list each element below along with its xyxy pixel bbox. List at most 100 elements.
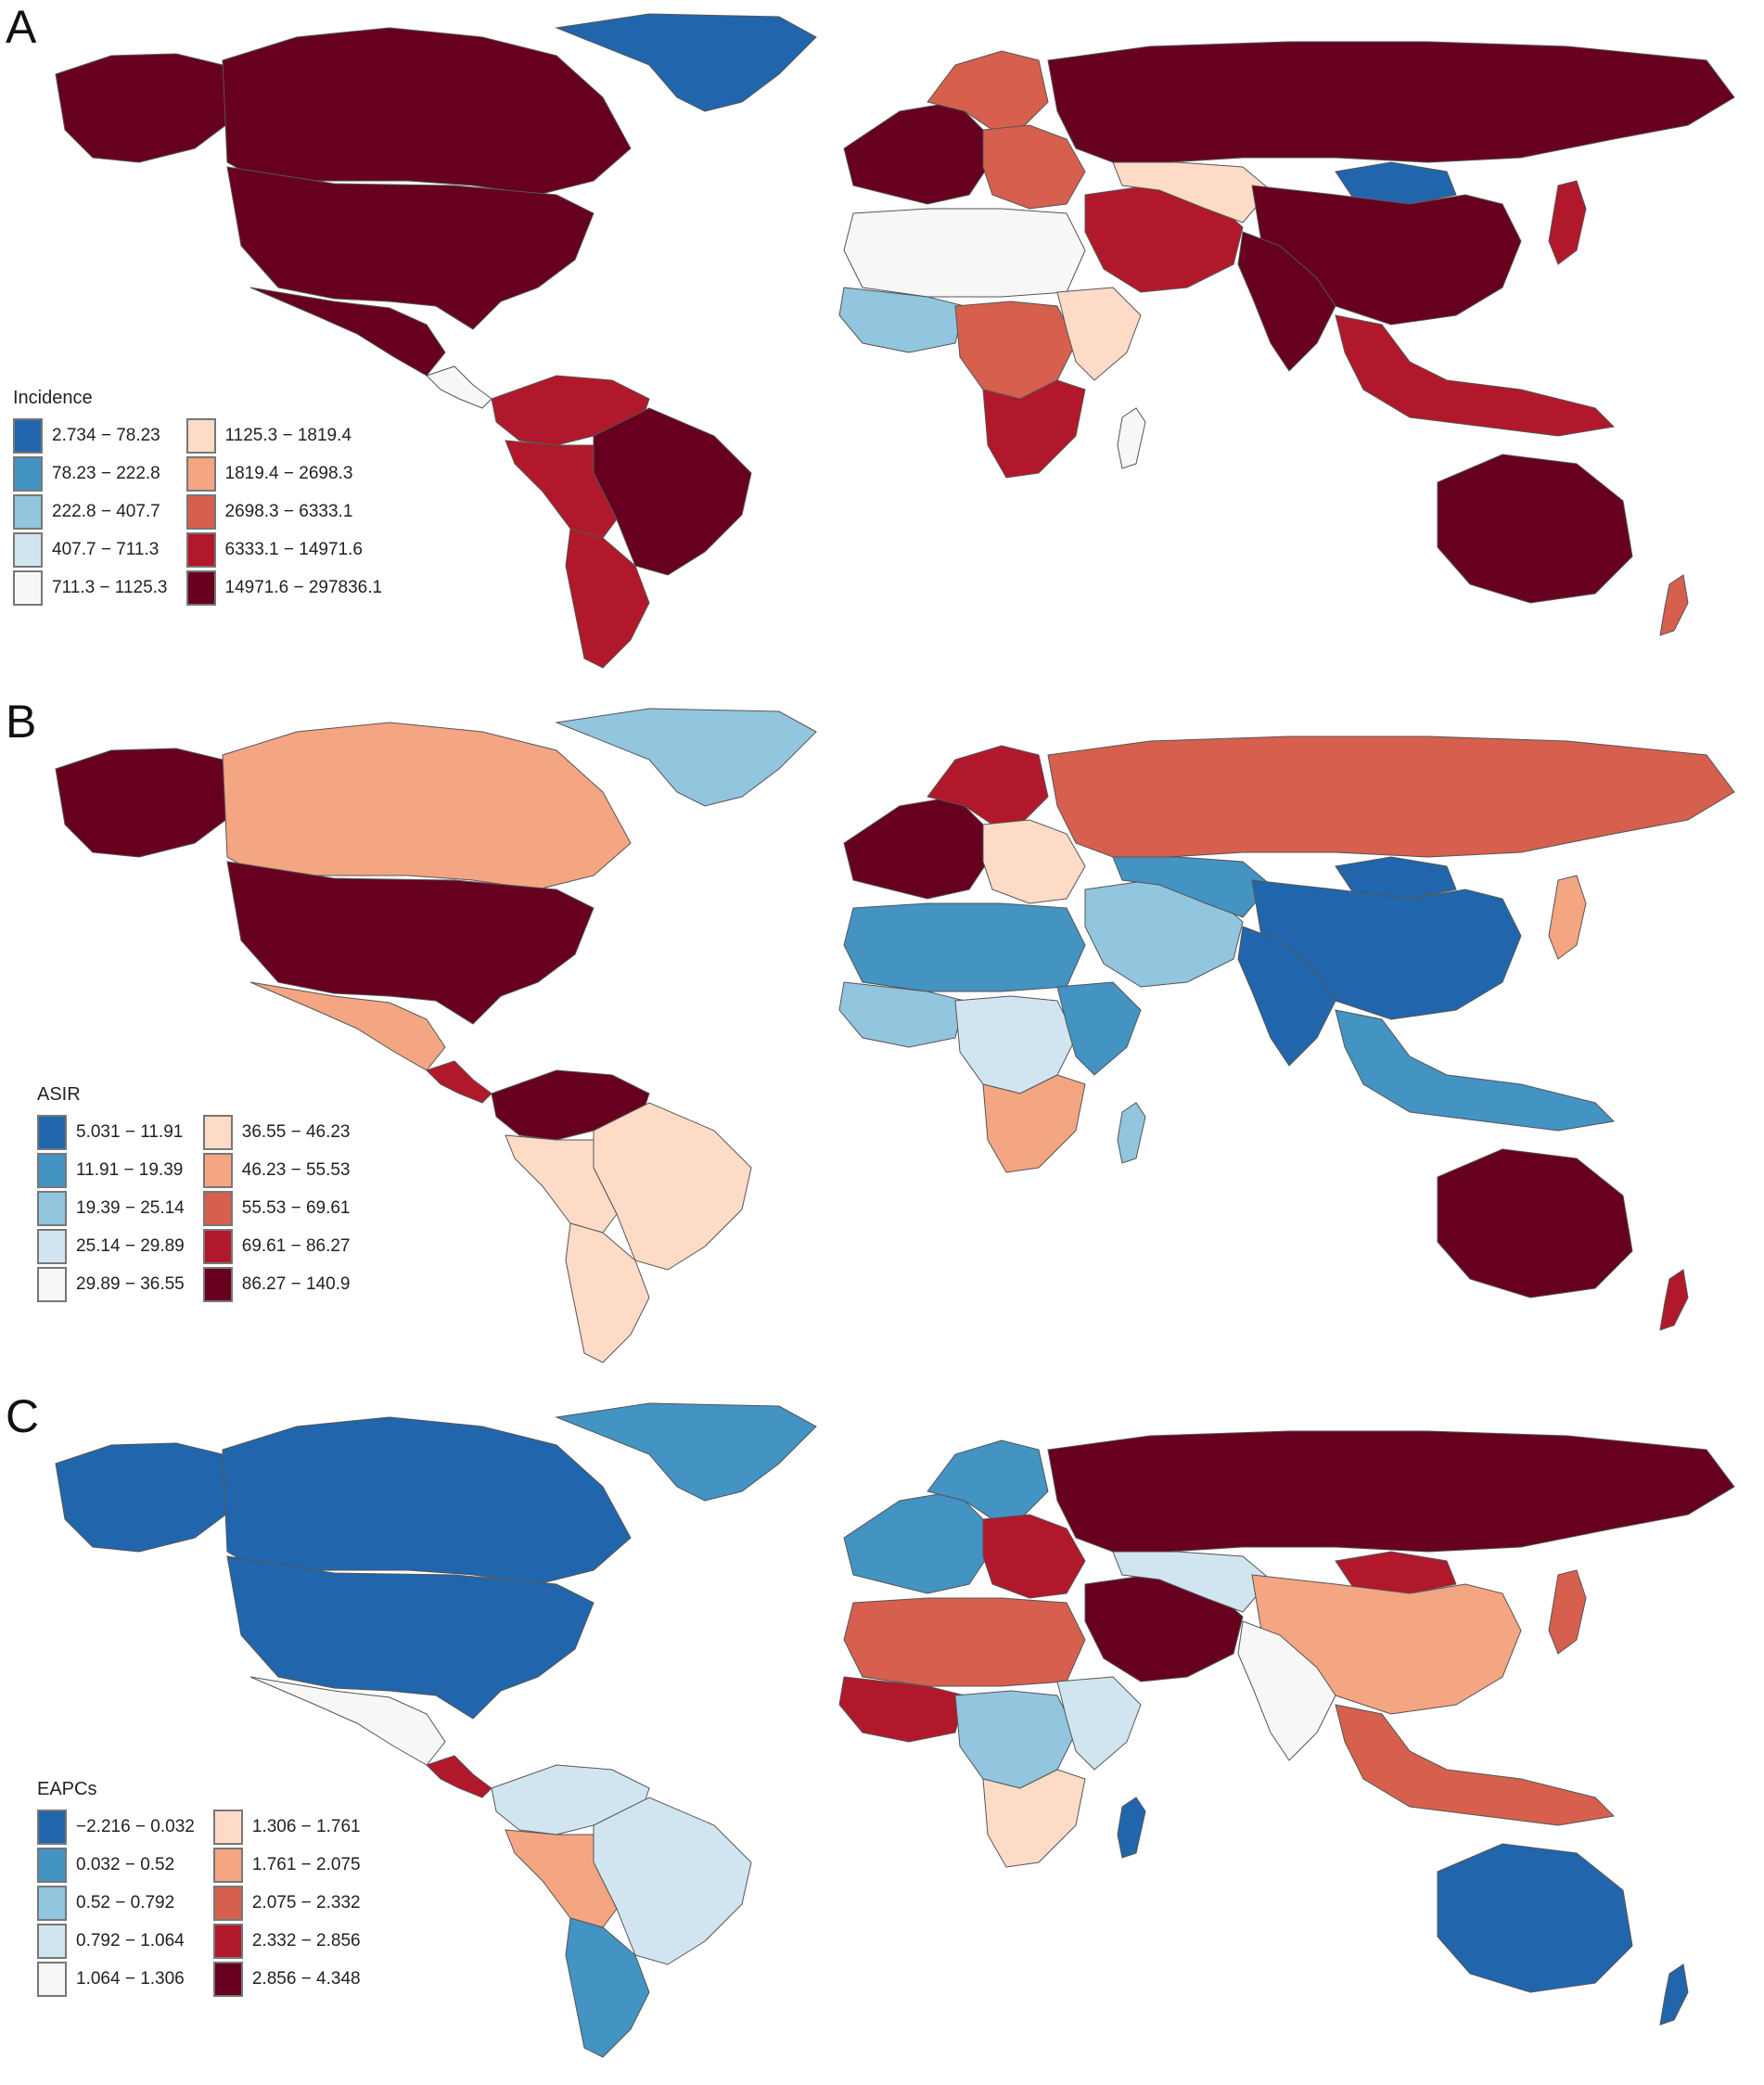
legend-entry: 1125.3 − 1819.4 bbox=[185, 416, 383, 454]
legend-entry: 1.306 − 1.761 bbox=[212, 1808, 361, 1846]
legend-column: −2.216 − 0.032 0.032 − 0.52 0.52 − 0.792 0.… bbox=[37, 1808, 195, 1998]
legend-swatch bbox=[212, 1847, 243, 1883]
region-madagascar bbox=[1117, 1797, 1146, 1859]
legend-entry: 29.89 − 36.55 bbox=[37, 1265, 185, 1303]
legend-range-label: 5.031 − 11.91 bbox=[76, 1121, 184, 1142]
legend-swatch bbox=[212, 1809, 243, 1845]
region-australia bbox=[1437, 1148, 1633, 1298]
legend-range-label: 2.332 − 2.856 bbox=[251, 1930, 361, 1951]
legend-title: EAPCs bbox=[37, 1779, 97, 1799]
legend-swatch bbox=[185, 455, 216, 492]
region-canada bbox=[222, 27, 632, 196]
legend-swatch bbox=[185, 531, 216, 568]
legend-range-label: 86.27 − 140.9 bbox=[241, 1273, 351, 1294]
legend-swatch bbox=[202, 1228, 233, 1264]
legend-range-label: 1.761 − 2.075 bbox=[251, 1854, 361, 1874]
region-southeast-asia bbox=[1335, 1704, 1616, 1826]
legend-range-label: 14971.6 − 297836.1 bbox=[224, 577, 383, 597]
legend-range-label: 11.91 − 19.39 bbox=[76, 1159, 184, 1180]
legend-range-label: 25.14 − 29.89 bbox=[76, 1235, 185, 1256]
legend-range-label: 407.7 − 711.3 bbox=[52, 539, 160, 559]
region-scandinavia bbox=[927, 745, 1049, 825]
region-alaska bbox=[55, 53, 233, 163]
region-india bbox=[1237, 926, 1336, 1067]
legend-swatch bbox=[202, 1266, 233, 1302]
region-eastern-europe bbox=[982, 124, 1086, 210]
region-madagascar bbox=[1117, 407, 1146, 469]
legend-range-label: 78.23 − 222.8 bbox=[52, 463, 160, 483]
region-west-africa bbox=[838, 1676, 965, 1743]
legend-column: 1125.3 − 1819.4 1819.4 − 2698.3 2698.3 − 6… bbox=[185, 416, 383, 607]
legend-swatch bbox=[185, 569, 216, 606]
legend-swatch bbox=[13, 569, 43, 606]
legend-range-label: 46.23 − 55.53 bbox=[241, 1159, 351, 1180]
legend-entry: 6333.1 − 14971.6 bbox=[185, 531, 383, 569]
panel-eapcs: C EAPCs −2.216 − 0.032 0.032 − 0.52 0.52 −… bbox=[0, 1389, 1764, 2084]
legend-entry: 711.3 − 1125.3 bbox=[13, 569, 168, 607]
legend-entry: 46.23 − 55.53 bbox=[202, 1151, 351, 1189]
region-east-africa bbox=[1056, 1676, 1142, 1771]
region-central-america bbox=[426, 1060, 492, 1104]
legend-column: 1.306 − 1.761 1.761 − 2.075 2.075 − 2.332 2… bbox=[212, 1808, 361, 1998]
legend-swatch bbox=[202, 1114, 233, 1150]
legend-swatch bbox=[37, 1228, 67, 1264]
region-greenland bbox=[555, 708, 817, 807]
region-alaska bbox=[55, 1442, 233, 1553]
legend-entry: 11.91 − 19.39 bbox=[37, 1151, 185, 1189]
eapcs-map bbox=[55, 1402, 1735, 2058]
panel-letter: B bbox=[6, 696, 37, 748]
region-southern-africa bbox=[982, 1074, 1086, 1173]
region-central-america bbox=[426, 365, 492, 409]
region-alaska bbox=[55, 748, 233, 858]
legend-swatch bbox=[37, 1114, 67, 1150]
legend-entry: 407.7 − 711.3 bbox=[13, 531, 168, 569]
region-india bbox=[1237, 1620, 1336, 1761]
legend-entry: 0.792 − 1.064 bbox=[37, 1922, 195, 1960]
legend-range-label: 1125.3 − 1819.4 bbox=[224, 425, 352, 445]
legend-entry: 25.14 − 29.89 bbox=[37, 1227, 185, 1265]
legend-range-label: 6333.1 − 14971.6 bbox=[224, 539, 363, 559]
legend-range-label: −2.216 − 0.032 bbox=[76, 1816, 195, 1836]
region-russia bbox=[1047, 41, 1735, 163]
incidence-legend: Incidence 2.734 − 78.23 78.23 − 222.8 222.… bbox=[13, 388, 382, 607]
legend-range-label: 1.064 − 1.306 bbox=[76, 1968, 185, 1989]
legend-swatch bbox=[185, 493, 216, 530]
legend-range-label: 2.734 − 78.23 bbox=[52, 425, 160, 445]
legend-swatch bbox=[13, 417, 43, 454]
legend-entry: 222.8 − 407.7 bbox=[13, 492, 168, 531]
region-north-africa bbox=[843, 208, 1086, 298]
legend-range-label: 222.8 − 407.7 bbox=[52, 501, 160, 521]
legend-swatch bbox=[13, 531, 43, 568]
region-west-africa bbox=[838, 981, 965, 1048]
region-japan bbox=[1548, 180, 1587, 265]
panel-letter: C bbox=[6, 1390, 40, 1442]
region-east-africa bbox=[1056, 287, 1142, 381]
region-southern-africa bbox=[982, 379, 1086, 479]
region-japan bbox=[1548, 875, 1587, 960]
legend-swatch bbox=[13, 493, 43, 530]
legend-range-label: 55.53 − 69.61 bbox=[241, 1197, 351, 1218]
region-usa bbox=[226, 861, 594, 1025]
region-north-africa bbox=[843, 902, 1086, 992]
legend-swatch bbox=[37, 1809, 67, 1845]
legend-entry: 2.734 − 78.23 bbox=[13, 416, 168, 454]
asir-map bbox=[55, 708, 1735, 1363]
region-west-africa bbox=[838, 287, 965, 353]
legend-range-label: 0.792 − 1.064 bbox=[76, 1930, 185, 1951]
region-russia bbox=[1047, 1430, 1735, 1553]
legend-swatch bbox=[202, 1152, 233, 1188]
region-usa bbox=[226, 166, 594, 330]
legend-title: ASIR bbox=[37, 1084, 81, 1105]
incidence-map bbox=[55, 13, 1735, 669]
legend-range-label: 0.032 − 0.52 bbox=[76, 1854, 175, 1874]
region-scandinavia bbox=[927, 50, 1049, 131]
legend-entry: 14971.6 − 297836.1 bbox=[185, 569, 383, 607]
region-madagascar bbox=[1117, 1102, 1146, 1164]
legend-range-label: 29.89 − 36.55 bbox=[76, 1273, 185, 1294]
region-usa bbox=[226, 1555, 594, 1720]
legend-entry: 55.53 − 69.61 bbox=[202, 1189, 351, 1227]
legend-entry: 0.032 − 0.52 bbox=[37, 1846, 195, 1884]
region-new-zealand bbox=[1659, 574, 1689, 636]
legend-range-label: 0.52 − 0.792 bbox=[76, 1892, 175, 1912]
legend-entry: −2.216 − 0.032 bbox=[37, 1808, 195, 1846]
